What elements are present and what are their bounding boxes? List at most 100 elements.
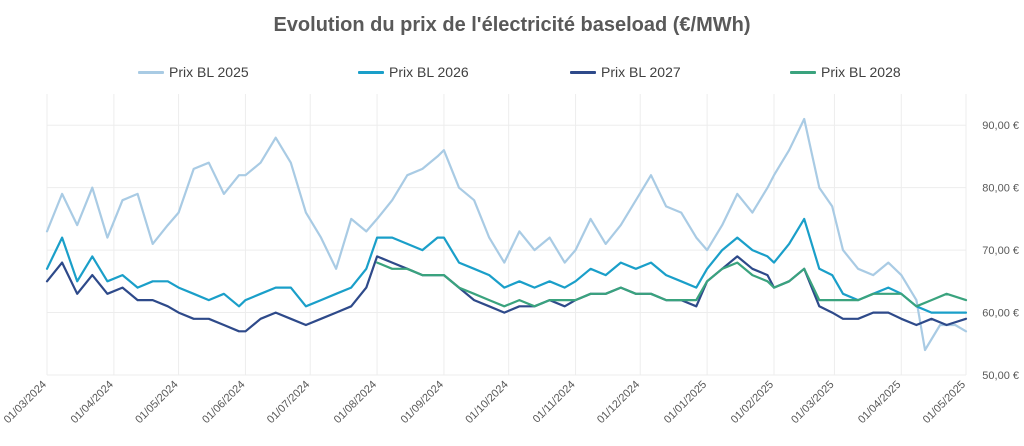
data-point (721, 224, 723, 226)
data-point (788, 149, 790, 151)
data-point (91, 274, 93, 276)
data-point (605, 243, 607, 245)
data-point (857, 318, 859, 320)
data-point (320, 237, 322, 239)
data-point (900, 318, 902, 320)
data-point (376, 262, 378, 264)
data-point (223, 293, 225, 295)
data-point (766, 255, 769, 257)
data-point (620, 224, 622, 226)
data-point (665, 205, 667, 207)
data-point (152, 243, 154, 245)
data-point (872, 274, 874, 276)
data-point (773, 262, 775, 264)
data-point (818, 187, 820, 189)
data-point (965, 330, 967, 332)
data-point (831, 274, 833, 276)
data-point (121, 199, 124, 201)
data-point (665, 299, 667, 301)
data-point (773, 174, 775, 176)
data-point (238, 330, 240, 332)
data-point (61, 237, 63, 239)
data-point (518, 280, 521, 282)
data-point (635, 293, 637, 295)
data-point (564, 287, 566, 289)
data-point (376, 237, 378, 239)
data-point (533, 249, 536, 251)
data-point (167, 305, 169, 307)
data-point (91, 187, 93, 189)
data-point (275, 137, 277, 139)
data-point (365, 230, 367, 232)
data-point (818, 299, 820, 301)
data-point (915, 324, 918, 326)
data-point (193, 318, 195, 320)
legend: Prix BL 2025 Prix BL 2026 Prix BL 2027 Prix… (0, 64, 1024, 86)
data-point (574, 299, 577, 301)
data-point (946, 324, 948, 326)
y-tick-label: 90,00 € (982, 120, 1019, 132)
data-point (590, 268, 592, 270)
data-point (695, 237, 697, 239)
data-point (178, 212, 180, 214)
data-point (335, 293, 337, 295)
data-point (706, 280, 708, 282)
data-point (518, 299, 521, 301)
data-point (887, 312, 889, 314)
data-point (244, 174, 247, 176)
data-point (965, 299, 967, 301)
data-point (335, 268, 337, 270)
data-point (61, 262, 63, 264)
data-point (488, 299, 490, 301)
data-point (223, 324, 225, 326)
series-line-2 (45, 217, 968, 314)
x-tick-label: 01/03/2025 (789, 379, 836, 426)
data-point (61, 193, 63, 195)
data-point (650, 174, 652, 176)
data-point (488, 305, 490, 307)
x-tick-label: 01/04/2025 (856, 379, 903, 426)
data-point (76, 280, 78, 282)
data-point (275, 287, 277, 289)
data-point (503, 312, 505, 314)
data-point (900, 274, 902, 276)
data-point (818, 305, 820, 307)
data-point (954, 324, 956, 326)
data-point (121, 287, 124, 289)
y-tick-label: 80,00 € (982, 183, 1019, 195)
data-point (788, 243, 790, 245)
data-point (458, 287, 460, 289)
data-point (473, 293, 475, 295)
data-point (887, 293, 889, 295)
data-point (376, 218, 378, 220)
data-point (736, 255, 738, 257)
data-point (350, 305, 352, 307)
data-point (365, 287, 367, 289)
legend-item: Prix BL 2028 (790, 64, 901, 80)
data-point (915, 299, 918, 301)
data-point (406, 243, 408, 245)
legend-item: Prix BL 2025 (138, 64, 249, 80)
data-point (831, 299, 833, 301)
data-point (436, 274, 439, 276)
x-tick-label: 01/11/2024 (531, 379, 578, 426)
data-point (605, 293, 607, 295)
data-point (803, 268, 805, 270)
data-point (736, 237, 738, 239)
data-point (350, 218, 352, 220)
data-point (106, 293, 108, 295)
data-point (766, 187, 769, 189)
data-point (421, 274, 423, 276)
data-point (421, 168, 423, 170)
data-point (244, 330, 247, 332)
data-point (900, 293, 902, 295)
data-point (436, 237, 439, 239)
data-point (238, 174, 240, 176)
data-point (208, 162, 210, 164)
data-point (706, 268, 708, 270)
data-point (152, 280, 154, 282)
data-point (831, 312, 833, 314)
y-tick-label: 70,00 € (982, 245, 1019, 257)
data-point (137, 193, 139, 195)
data-point (680, 212, 682, 214)
